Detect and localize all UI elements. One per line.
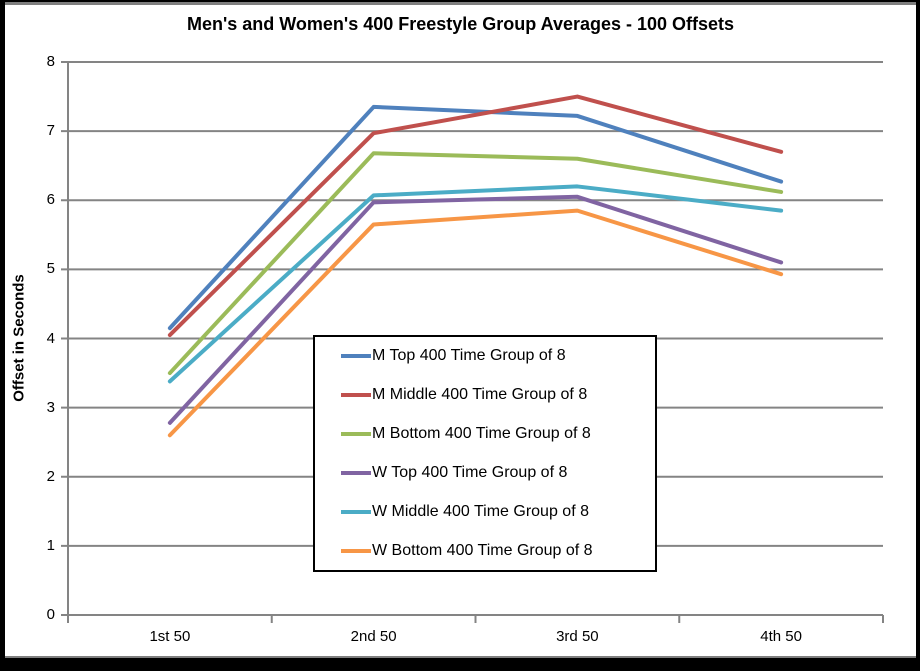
y-tick-label: 3	[46, 398, 55, 416]
series-line	[167, 184, 784, 384]
legend-item-w-middle: W Middle 400 Time Group of 8	[341, 503, 655, 521]
chart-title: Men's and Women's 400 Freestyle Group Av…	[186, 14, 735, 34]
y-tick-label: 7	[46, 122, 55, 140]
x-tick-label-2: 2nd 50	[350, 628, 397, 645]
legend-line-swatch	[341, 393, 371, 398]
legend-line-swatch	[341, 354, 371, 359]
x-tick-label-4: 4th 50	[760, 628, 802, 645]
chart-legend: M Top 400 Time Group of 8 M Middle 400 T…	[313, 335, 657, 572]
y-tick-label: 6	[46, 191, 55, 209]
y-tick-label: 2	[46, 467, 55, 485]
legend-line-swatch	[341, 509, 371, 514]
legend-line-swatch	[341, 432, 371, 437]
series-line	[167, 194, 784, 425]
legend-item-m-bottom: M Bottom 400 Time Group of 8	[341, 425, 655, 443]
legend-item-m-middle: M Middle 400 Time Group of 8	[341, 386, 655, 404]
x-tick-label-1: 1st 50	[149, 628, 191, 645]
legend-label: W Middle 400 Time Group of 8	[372, 502, 589, 520]
legend-line-swatch	[341, 548, 371, 553]
series-line	[167, 151, 784, 376]
y-tick-label: 1	[46, 536, 55, 554]
y-tick-label: 8	[46, 53, 55, 70]
y-tick-label: 0	[46, 606, 55, 623]
legend-label: M Middle 400 Time Group of 8	[372, 386, 588, 404]
legend-line-swatch	[341, 470, 371, 475]
legend-label: M Bottom 400 Time Group of 8	[372, 425, 591, 443]
legend-label: W Top 400 Time Group of 8	[372, 463, 568, 481]
legend-item-m-top: M Top 400 Time Group of 8	[341, 347, 655, 365]
x-tick-label-3: 3rd 50	[556, 628, 599, 645]
legend-label: M Top 400 Time Group of 8	[372, 347, 566, 365]
series-line	[167, 94, 784, 338]
y-tick-label: 4	[46, 329, 55, 347]
legend-label: W Bottom 400 Time Group of 8	[372, 541, 593, 559]
y-tick-label: 5	[46, 260, 55, 278]
legend-item-w-bottom: W Bottom 400 Time Group of 8	[341, 542, 655, 560]
legend-item-w-top: W Top 400 Time Group of 8	[341, 464, 655, 482]
series-line	[167, 208, 784, 438]
series-line	[167, 104, 784, 331]
